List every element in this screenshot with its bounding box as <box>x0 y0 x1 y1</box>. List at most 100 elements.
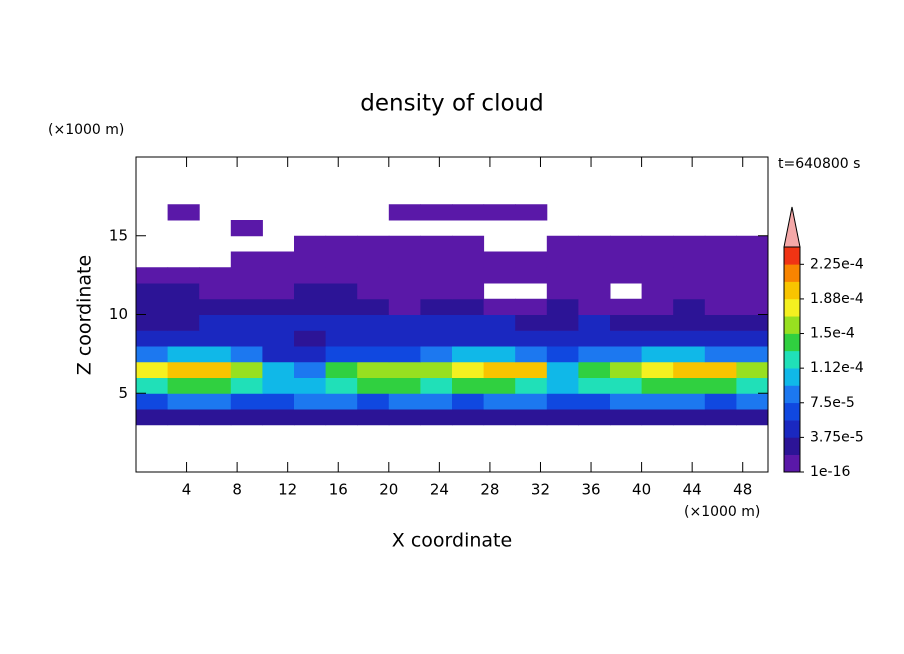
x-tick-label: 20 <box>379 481 398 499</box>
y-tick-label: 5 <box>118 384 128 402</box>
contour-cell <box>420 251 453 268</box>
contour-cell <box>262 346 295 363</box>
contour-cell <box>673 346 706 363</box>
contour-cell <box>357 283 390 300</box>
contour-cell <box>420 314 453 331</box>
contour-cell <box>736 314 769 331</box>
x-tick-label: 4 <box>182 481 192 499</box>
contour-cell <box>357 298 390 315</box>
contour-cell <box>420 235 453 252</box>
contour-cell <box>388 204 421 221</box>
colorbar-band <box>784 368 800 386</box>
contour-cell <box>736 330 769 347</box>
contour-cell <box>199 346 232 363</box>
contour-cell <box>483 393 516 410</box>
contour-cell <box>610 346 643 363</box>
contour-cell <box>515 330 548 347</box>
y-tick-label: 15 <box>109 226 128 244</box>
contour-cell <box>515 204 548 221</box>
contour-cell <box>704 409 737 426</box>
contour-cell <box>578 361 611 378</box>
contour-cell <box>167 346 200 363</box>
contour-cell <box>420 377 453 394</box>
colorbar-band <box>784 420 800 438</box>
contour-cell <box>641 330 674 347</box>
contour-cell <box>199 361 232 378</box>
contour-cell <box>136 361 169 378</box>
y-tick-label: 10 <box>109 305 128 323</box>
contour-cell <box>420 283 453 300</box>
contour-cell <box>357 314 390 331</box>
contour-cell <box>736 346 769 363</box>
contour-cell <box>199 393 232 410</box>
contour-cell <box>199 267 232 284</box>
contour-cell <box>515 377 548 394</box>
contour-cell <box>673 251 706 268</box>
contour-cell <box>388 330 421 347</box>
contour-cell <box>199 298 232 315</box>
x-axis-label: X coordinate <box>392 530 512 552</box>
colorbar-tick-label: 2.25e-4 <box>810 256 864 272</box>
contour-cell <box>325 283 358 300</box>
contour-cell <box>388 361 421 378</box>
colorbar-tick-label: 3.75e-5 <box>810 429 864 445</box>
contour-cell <box>546 330 579 347</box>
contour-cell <box>420 330 453 347</box>
contour-cell <box>325 361 358 378</box>
contour-cell <box>673 298 706 315</box>
contour-cell <box>136 298 169 315</box>
contour-cell <box>483 361 516 378</box>
contour-cell <box>357 361 390 378</box>
contour-cell <box>736 251 769 268</box>
contour-cell <box>546 314 579 331</box>
contour-cell <box>167 330 200 347</box>
contour-cell <box>325 409 358 426</box>
contour-cell <box>546 235 579 252</box>
x-tick-label: 24 <box>430 481 449 499</box>
contour-cell <box>673 361 706 378</box>
colorbar-band <box>784 385 800 404</box>
contour-cell <box>230 346 263 363</box>
contour-cell <box>167 393 200 410</box>
x-tick-label: 44 <box>683 481 702 499</box>
contour-cell <box>578 330 611 347</box>
contour-cell <box>357 409 390 426</box>
contour-cell <box>452 346 485 363</box>
contour-cell <box>230 314 263 331</box>
x-tick-label: 16 <box>329 481 348 499</box>
contour-cell <box>262 314 295 331</box>
contour-cell <box>736 377 769 394</box>
contour-cell <box>704 251 737 268</box>
contour-cell <box>546 346 579 363</box>
contour-cell <box>610 267 643 284</box>
contour-cell <box>704 314 737 331</box>
colorbar-tick-label: 7.5e-5 <box>810 395 855 411</box>
colorbar-band <box>784 247 800 265</box>
x-tick-label: 36 <box>581 481 600 499</box>
contour-cell <box>704 330 737 347</box>
contour-cell <box>515 361 548 378</box>
contour-cell <box>388 377 421 394</box>
contour-cell <box>704 346 737 363</box>
contour-cell <box>294 267 327 284</box>
contour-cell <box>452 330 485 347</box>
contour-cell <box>578 283 611 300</box>
contour-cell <box>294 235 327 252</box>
contour-cell <box>546 267 579 284</box>
contour-cell <box>610 330 643 347</box>
contour-cell <box>546 377 579 394</box>
contour-cell <box>578 251 611 268</box>
contour-cell <box>610 393 643 410</box>
contour-cell <box>230 330 263 347</box>
contour-cell <box>673 377 706 394</box>
contour-cell <box>578 267 611 284</box>
contour-cell <box>230 361 263 378</box>
contour-cell <box>388 251 421 268</box>
contour-cell <box>136 267 169 284</box>
contour-cell <box>641 314 674 331</box>
contour-cell <box>483 346 516 363</box>
colorbar-band <box>784 298 800 317</box>
contour-cell <box>546 251 579 268</box>
contour-cell <box>515 346 548 363</box>
contour-cell <box>294 377 327 394</box>
